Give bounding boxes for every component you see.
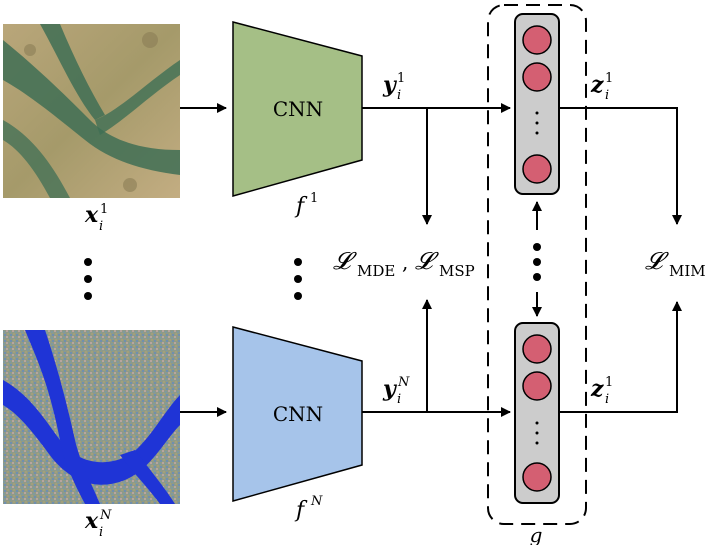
loss-mde-msp: 𝓛 MDE , 𝓛 MSP xyxy=(333,247,475,280)
top-projector-node-3 xyxy=(522,154,552,184)
bottom-image-sup: N xyxy=(99,508,112,523)
bottom-proj-var: z xyxy=(590,376,604,402)
loss-mim-symbol: 𝓛 xyxy=(645,247,669,275)
projector-group-box xyxy=(487,4,587,525)
bottom-projector-node-1 xyxy=(522,334,552,364)
top-cnn-sup: 1 xyxy=(310,191,318,206)
loss-sep: , xyxy=(402,250,408,274)
bottom-proj-label: z 1 i xyxy=(590,375,613,407)
projector-label: g xyxy=(530,523,543,545)
arrow-top-proj-to-mim xyxy=(559,107,682,225)
shared-weights-link xyxy=(532,201,542,317)
bottom-cnn-func: f xyxy=(294,498,308,523)
bottom-feature-var: y xyxy=(382,376,398,402)
bottom-proj-sub: i xyxy=(605,392,609,407)
bottom-cnn-label: CNN xyxy=(273,402,323,426)
cnn-ellipsis xyxy=(294,258,302,300)
loss-mde-sub: MDE xyxy=(357,262,395,280)
bottom-projector-column xyxy=(514,322,560,504)
bottom-projector-node-3 xyxy=(522,462,552,492)
top-projector-node-ellipsis xyxy=(535,111,539,135)
top-feature-var: y xyxy=(382,72,398,98)
top-proj-label: z 1 i xyxy=(590,71,613,103)
image-ellipsis xyxy=(84,258,92,300)
top-projector-node-1 xyxy=(522,25,552,55)
arrow-bottom-proj-to-mim xyxy=(559,301,682,413)
top-cnn-func: f xyxy=(294,194,308,219)
loss-msp-symbol: 𝓛 xyxy=(415,247,439,275)
top-projector-column xyxy=(514,13,560,195)
bottom-image-sub: i xyxy=(99,525,103,540)
top-image-var: x xyxy=(84,202,99,228)
bottom-projector-node-ellipsis xyxy=(535,421,539,445)
bottom-input-image xyxy=(3,330,180,504)
bottom-image-label: x N i xyxy=(84,508,112,540)
bottom-proj-sup: 1 xyxy=(605,375,613,390)
top-feature-label: y 1 i xyxy=(382,71,405,103)
top-image-sup: 1 xyxy=(100,202,108,217)
bottom-cnn-block: CNN f N xyxy=(232,326,363,523)
top-proj-sub: i xyxy=(605,88,609,103)
bottom-cnn-shape xyxy=(232,326,363,502)
loss-mde-symbol: 𝓛 xyxy=(333,247,357,275)
top-feature-sub: i xyxy=(397,88,401,103)
top-proj-sup: 1 xyxy=(605,71,613,86)
top-projector-node-2 xyxy=(522,62,552,92)
top-cnn-block: CNN f 1 xyxy=(232,21,363,219)
top-image-label: x 1 i xyxy=(84,202,108,234)
loss-mim: 𝓛 MIM xyxy=(645,247,706,280)
top-projector-box xyxy=(514,13,560,195)
top-cnn-shape xyxy=(232,21,363,197)
bottom-feature-sub: i xyxy=(397,392,401,407)
loss-msp-sub: MSP xyxy=(439,262,475,280)
top-input-image xyxy=(3,24,180,198)
bottom-feature-sup: N xyxy=(397,375,410,390)
bottom-image-var: x xyxy=(84,508,99,534)
loss-mim-sub: MIM xyxy=(669,262,706,280)
bottom-projector-node-2 xyxy=(522,371,552,401)
top-image-sub: i xyxy=(99,219,103,234)
top-proj-var: z xyxy=(590,72,604,98)
top-feature-sup: 1 xyxy=(397,71,405,86)
bottom-cnn-sup: N xyxy=(310,494,323,509)
top-cnn-label: CNN xyxy=(273,97,323,121)
bottom-feature-label: y N i xyxy=(382,375,410,407)
